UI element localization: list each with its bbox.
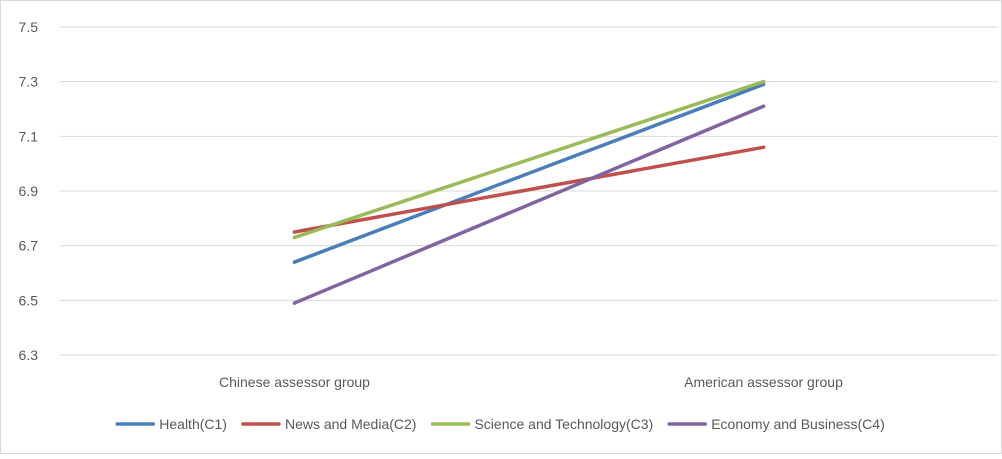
- y-tick-label: 7.1: [19, 128, 39, 144]
- y-axis-tick-labels: 6.3 6.5 6.7 6.9 7.1 7.3 7.5: [19, 19, 39, 363]
- legend-item: Economy and Business(C4): [667, 416, 885, 432]
- legend-label: News and Media(C2): [285, 416, 417, 432]
- y-tick-label: 7.3: [19, 74, 39, 90]
- legend-item: News and Media(C2): [241, 416, 417, 432]
- data-point: [292, 301, 297, 305]
- data-point: [761, 79, 766, 84]
- data-point: [292, 235, 297, 240]
- data-point: [292, 230, 297, 234]
- y-tick-label: 6.3: [19, 347, 39, 363]
- series-line-1: [292, 82, 766, 264]
- gridlines: [60, 26, 998, 356]
- x-axis-tick-labels: Chinese assessor group American assessor …: [219, 374, 843, 390]
- y-tick-label: 6.9: [19, 183, 39, 199]
- legend-item: Science and Technology(C3): [430, 416, 653, 432]
- x-tick-label: American assessor group: [684, 374, 843, 390]
- series-line-4: [292, 104, 766, 305]
- y-tick-label: 6.5: [19, 292, 39, 308]
- x-tick-label: Chinese assessor group: [219, 374, 370, 390]
- legend-label: Economy and Business(C4): [711, 416, 885, 432]
- series-lines: [292, 79, 766, 305]
- legend-label: Science and Technology(C3): [474, 416, 653, 432]
- legend-item: Health(C1): [115, 416, 227, 432]
- data-point: [292, 260, 297, 264]
- series-line-3: [292, 79, 766, 240]
- legend-label: Health(C1): [159, 416, 227, 432]
- series-line-2: [292, 145, 766, 234]
- data-point: [761, 104, 766, 109]
- legend: Health(C1) News and Media(C2) Science and …: [115, 416, 885, 432]
- data-point: [761, 145, 766, 150]
- y-tick-label: 6.7: [19, 238, 39, 254]
- y-tick-label: 7.5: [19, 19, 39, 35]
